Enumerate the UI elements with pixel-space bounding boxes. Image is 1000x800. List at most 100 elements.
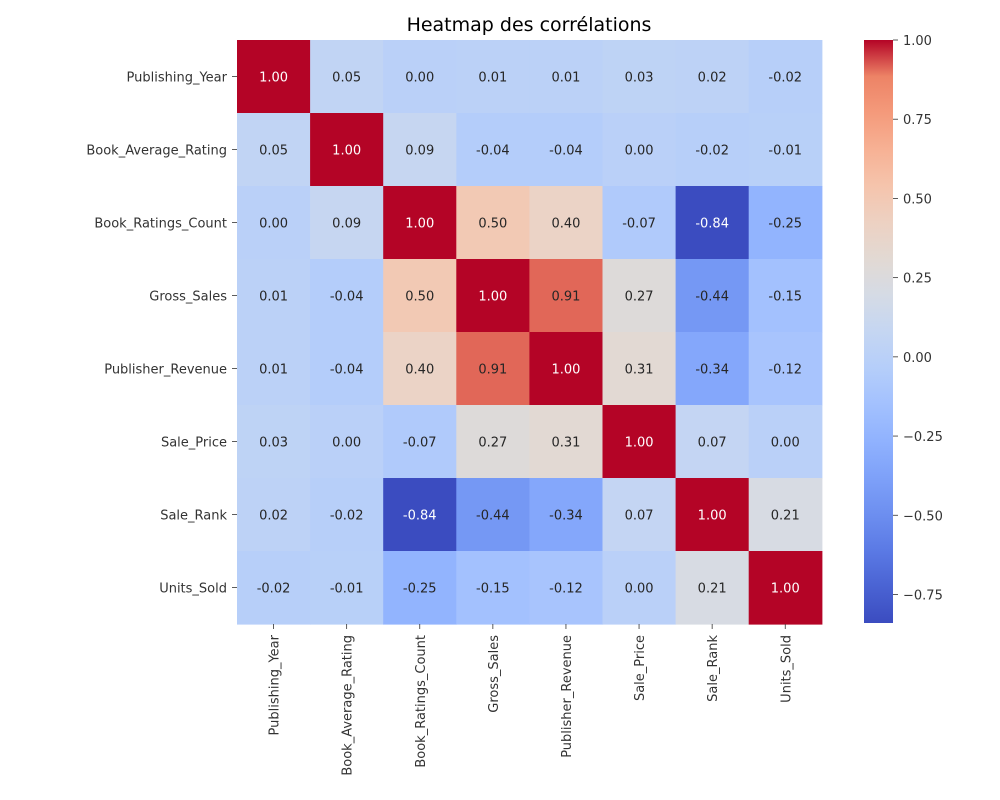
y-tick-label-2: Book_Ratings_Count <box>94 217 227 232</box>
heatmap-cell-2-3 <box>456 186 530 260</box>
colorbar-ticks: 1.00 0.75 0.50 0.25 0.00 −0.25 −0.50 −0.75 <box>893 34 943 603</box>
cell-value-label-0-7: -0.02 <box>768 71 802 86</box>
cell-value-label-3-5: 0.27 <box>625 290 654 305</box>
cell-value-label-2-7: -0.25 <box>768 217 802 232</box>
heatmap-cell-7-7 <box>748 551 823 625</box>
cell-value-label-0-6: 0.02 <box>698 71 727 86</box>
cell-value-label-4-5: 0.31 <box>625 363 654 378</box>
cell-value-label-5-3: 0.27 <box>478 436 507 451</box>
heatmap-cell-7-2 <box>383 551 457 625</box>
cell-value-label-1-0: 0.05 <box>259 144 288 159</box>
heatmap-cell-2-4 <box>529 186 604 260</box>
cell-value-label-6-6: 1.00 <box>698 509 727 524</box>
colorbar-tick-label-1: 0.75 <box>903 113 932 128</box>
colorbar-tick-label-2: 0.50 <box>903 192 932 207</box>
x-tick-label-1: Book_Average_Rating <box>341 635 356 776</box>
colorbar-gradient <box>864 40 893 623</box>
heatmap-cell-0-4 <box>529 40 604 114</box>
heatmap-cell-3-1 <box>310 259 384 333</box>
heatmap-cell-3-0 <box>237 259 311 333</box>
cell-value-label-5-4: 0.31 <box>551 436 580 451</box>
heatmap-cell-6-4 <box>529 478 604 552</box>
cell-value-label-5-2: -0.07 <box>403 436 437 451</box>
heatmap-cell-4-4 <box>529 332 604 406</box>
heatmap-cell-3-5 <box>602 259 677 333</box>
heatmap-cell-0-2 <box>383 40 457 114</box>
cell-value-label-6-4: -0.34 <box>549 509 583 524</box>
cell-value-label-7-4: -0.12 <box>549 582 583 597</box>
cell-value-label-2-6: -0.84 <box>695 217 729 232</box>
x-tick-label-0: Publishing_Year <box>268 634 283 735</box>
cell-value-label-2-0: 0.00 <box>259 217 288 232</box>
cell-value-label-1-7: -0.01 <box>768 144 802 159</box>
heatmap-cell-6-6 <box>675 478 750 552</box>
cell-value-label-3-7: -0.15 <box>768 290 802 305</box>
x-tick-label-5: Sale_Price <box>633 635 648 701</box>
heatmap-cell-2-0 <box>237 186 311 260</box>
heatmap-cell-1-1 <box>310 113 384 187</box>
heatmap-cell-2-1 <box>310 186 384 260</box>
y-tick-label-4: Publisher_Revenue <box>104 363 227 378</box>
heatmap-cell-1-3 <box>456 113 530 187</box>
heatmap-cell-5-5 <box>602 405 677 479</box>
cell-value-label-2-2: 1.00 <box>405 217 434 232</box>
heatmap-cell-2-7 <box>748 186 823 260</box>
cell-value-label-2-3: 0.50 <box>478 217 507 232</box>
heatmap-cell-2-5 <box>602 186 677 260</box>
colorbar: 1.00 0.75 0.50 0.25 0.00 −0.25 −0.50 −0.75 <box>864 34 943 623</box>
colorbar-tick-label-4: 0.00 <box>903 351 932 366</box>
heatmap-cell-6-7 <box>748 478 823 552</box>
heatmap-cell-4-2 <box>383 332 457 406</box>
cell-value-label-5-7: 0.00 <box>771 436 800 451</box>
heatmap-cell-4-1 <box>310 332 384 406</box>
cell-value-label-1-3: -0.04 <box>476 144 510 159</box>
cell-value-label-0-1: 0.05 <box>332 71 361 86</box>
heatmap-cell-4-6 <box>675 332 750 406</box>
cell-value-label-2-4: 0.40 <box>551 217 580 232</box>
cell-value-label-4-1: -0.04 <box>330 363 364 378</box>
cell-value-label-5-0: 0.03 <box>259 436 288 451</box>
heatmap-cell-7-3 <box>456 551 530 625</box>
cell-value-label-3-2: 0.50 <box>405 290 434 305</box>
cell-value-label-1-2: 0.09 <box>405 144 434 159</box>
cell-value-label-7-3: -0.15 <box>476 582 510 597</box>
cell-value-label-4-4: 1.00 <box>551 363 580 378</box>
cell-value-label-0-2: 0.00 <box>405 71 434 86</box>
cell-value-label-0-5: 0.03 <box>625 71 654 86</box>
heatmap-cell-0-3 <box>456 40 530 114</box>
x-tick-label-4: Publisher_Revenue <box>560 635 575 758</box>
heatmap-cell-0-1 <box>310 40 384 114</box>
heatmap-cell-6-5 <box>602 478 677 552</box>
cell-value-label-4-2: 0.40 <box>405 363 434 378</box>
heatmap-cell-1-6 <box>675 113 750 187</box>
x-axis: Publishing_Year Book_Average_Rating Book_R… <box>268 624 794 776</box>
cell-value-label-1-5: 0.00 <box>625 144 654 159</box>
heatmap-cell-7-5 <box>602 551 677 625</box>
y-tick-label-3: Gross_Sales <box>149 290 227 305</box>
cell-value-label-7-0: -0.02 <box>257 582 291 597</box>
cell-value-label-1-6: -0.02 <box>695 144 729 159</box>
heatmap-cell-6-0 <box>237 478 311 552</box>
heatmap-cell-7-1 <box>310 551 384 625</box>
colorbar-tick-label-3: 0.25 <box>903 272 932 287</box>
cell-value-label-7-7: 1.00 <box>771 582 800 597</box>
heatmap-cell-0-6 <box>675 40 750 114</box>
colorbar-tick-label-6: −0.50 <box>903 509 943 524</box>
heatmap-cell-1-4 <box>529 113 604 187</box>
heatmap-cell-0-7 <box>748 40 823 114</box>
heatmap-cell-6-1 <box>310 478 384 552</box>
cell-value-label-6-0: 0.02 <box>259 509 288 524</box>
cell-value-label-7-6: 0.21 <box>698 582 727 597</box>
cell-value-label-4-0: 0.01 <box>259 363 288 378</box>
cell-value-label-5-6: 0.07 <box>698 436 727 451</box>
chart-title: Heatmap des corrélations <box>407 14 652 36</box>
y-tick-label-5: Sale_Price <box>161 436 227 451</box>
cell-value-label-6-1: -0.02 <box>330 509 364 524</box>
heatmap-cell-0-0 <box>237 40 311 114</box>
heatmap-cell-labels: 1.00 0.05 0.00 0.01 0.01 0.03 0.02 -0.02 0.05 1.0… <box>257 71 802 597</box>
cell-value-label-4-7: -0.12 <box>768 363 802 378</box>
cell-value-label-7-2: -0.25 <box>403 582 437 597</box>
heatmap-cell-7-0 <box>237 551 311 625</box>
